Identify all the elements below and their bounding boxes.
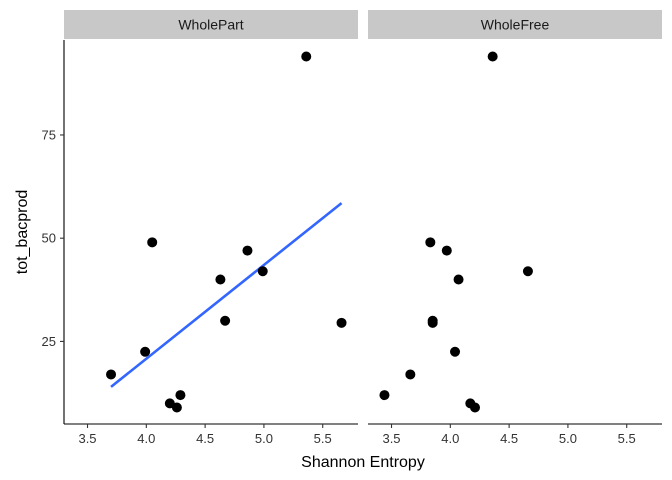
data-point (106, 369, 117, 380)
x-tick-label: 5.5 (618, 431, 636, 446)
y-axis-title: tot_bacprod (14, 190, 31, 275)
y-axis: 25 50 75 (42, 40, 65, 424)
data-point (405, 369, 416, 380)
x-tick-label: 5.5 (314, 431, 332, 446)
data-point (487, 51, 498, 62)
x-tick-label: 4.0 (441, 431, 459, 446)
x-tick-label: 4.5 (500, 431, 518, 446)
panel-wholefree: WholeFree 3.5 4.0 4.5 5.0 5.5 (368, 10, 662, 446)
y-tick-label: 75 (42, 127, 56, 142)
facet-strip-label: WholeFree (481, 17, 550, 33)
data-point (425, 237, 436, 248)
y-tick-label: 50 (42, 231, 56, 246)
panel-wholepart: WholePart 3.5 4.0 4.5 5.0 5.5 (64, 10, 358, 446)
data-point (450, 346, 461, 357)
x-axis-title: Shannon Entropy (301, 454, 425, 471)
facet-strip (368, 10, 662, 39)
data-point (147, 237, 158, 248)
x-tick-label: 3.5 (382, 431, 400, 446)
data-point (441, 245, 452, 256)
x-tick-label: 5.0 (559, 431, 577, 446)
regression-line (110, 202, 343, 388)
data-point (220, 315, 231, 326)
x-tick-label: 4.0 (137, 431, 155, 446)
data-point (171, 402, 182, 413)
data-point (175, 390, 186, 401)
data-point (427, 315, 438, 326)
data-point (257, 266, 268, 277)
y-tick-label: 25 (42, 334, 56, 349)
x-tick-label: 4.5 (196, 431, 214, 446)
data-point (379, 390, 390, 401)
data-point (336, 317, 347, 328)
panels: WholePart 3.5 4.0 4.5 5.0 5.5 WholeFree 3.5 4.0 4… (64, 10, 662, 446)
data-point (242, 245, 253, 256)
data-point (522, 266, 533, 277)
data-point (215, 274, 226, 285)
facet-strip (64, 10, 358, 39)
data-point (301, 51, 312, 62)
data-point (140, 346, 151, 357)
x-tick-label: 3.5 (78, 431, 96, 446)
x-tick-label: 5.0 (255, 431, 273, 446)
facet-strip-label: WholePart (178, 17, 243, 33)
data-point (470, 402, 481, 413)
data-point (453, 274, 464, 285)
